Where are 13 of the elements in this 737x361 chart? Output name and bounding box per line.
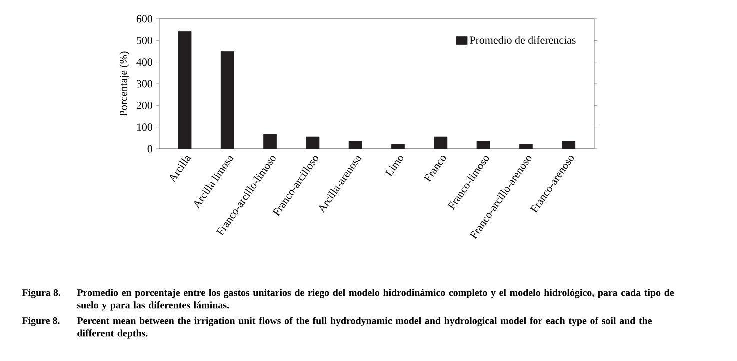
y-axis-title: Porcentaje (%)	[120, 52, 130, 116]
y-tick-label: 200	[136, 102, 152, 110]
y-tick-label: 400	[136, 58, 152, 66]
y-tick-label: 0	[148, 145, 152, 153]
y-tick-label: 100	[137, 124, 152, 132]
text: Figura 8.	[22, 289, 60, 298]
text: Percent mean between the irrigation unit flows of the full hydrodynamic model and hydrological model for each type of soil and the different depths.	[77, 317, 652, 339]
caption: Figure 8.	[22, 317, 60, 326]
y-tick-label: 500	[137, 36, 152, 44]
y-tick-label: 300	[136, 80, 152, 88]
legend-label: Promedio de diferencias	[470, 36, 576, 44]
text: Promedio en porcentaje entre los gastos unitarios de riego del modelo hidrodinámico completo y el modelo hidrológico, para cada tipo de suelo y para las diferentes láminas.	[77, 289, 674, 311]
y-tick-label: 600	[136, 15, 152, 23]
